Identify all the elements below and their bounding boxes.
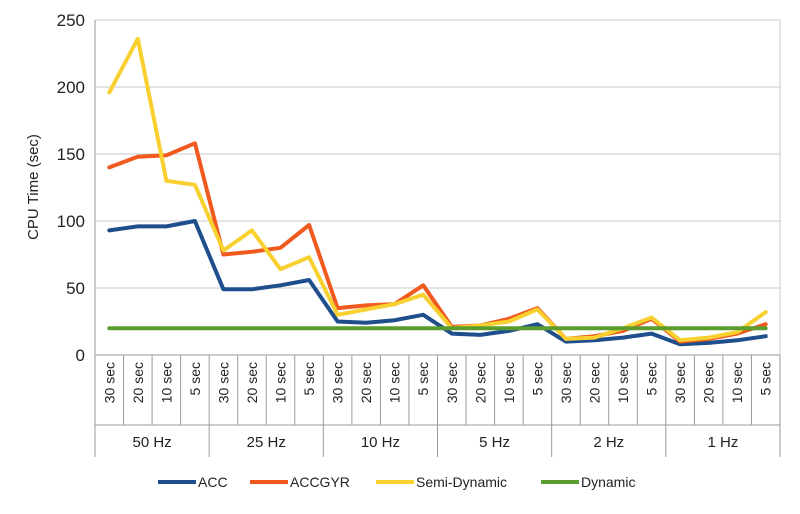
- x-tick-label: 30 sec: [558, 362, 574, 403]
- axes: [94, 20, 781, 457]
- x-tick-label: 10 sec: [615, 362, 631, 403]
- x-tick-label: 30 sec: [444, 362, 460, 403]
- series-lines: [107, 36, 768, 347]
- x-tick-label: 20 sec: [586, 362, 602, 403]
- y-axis-label: CPU Time (sec): [25, 134, 42, 240]
- x-tick-label: 30 sec: [101, 362, 117, 403]
- group-label: 5 Hz: [479, 434, 510, 451]
- y-tick-label: 200: [57, 78, 85, 97]
- x-tick-label: 5 sec: [301, 362, 317, 395]
- y-tick-label: 0: [76, 346, 85, 365]
- x-tick-label: 30 sec: [215, 362, 231, 403]
- x-tick-label: 10 sec: [273, 362, 289, 403]
- x-tick-label: 10 sec: [387, 362, 403, 403]
- y-tick-label: 150: [57, 145, 85, 164]
- group-label: 25 Hz: [247, 434, 286, 451]
- x-tick-label: 5 sec: [529, 362, 545, 395]
- x-tick-label: 5 sec: [758, 362, 774, 395]
- x-tick-label: 10 sec: [729, 362, 745, 403]
- x-tick-label: 5 sec: [644, 362, 660, 395]
- y-tick-label: 50: [66, 279, 85, 298]
- legend: ACC ACCGYR Semi-Dynamic Dynamic: [158, 474, 635, 490]
- series-line: [107, 36, 768, 343]
- x-tick-label: 10 sec: [501, 362, 517, 403]
- legend-label: Semi-Dynamic: [416, 474, 507, 490]
- group-label: 10 Hz: [361, 434, 400, 451]
- tick-labels: 0 50 100 150 200 250 30 sec 20 sec 10 sec 5 sec 30…: [57, 11, 774, 451]
- x-tick-label: 20 sec: [358, 362, 374, 403]
- group-label: 50 Hz: [132, 434, 171, 451]
- x-tick-label: 20 sec: [472, 362, 488, 403]
- x-tick-label: 5 sec: [187, 362, 203, 395]
- y-tick-label: 100: [57, 212, 85, 231]
- x-tick-label: 30 sec: [672, 362, 688, 403]
- x-tick-label: 20 sec: [130, 362, 146, 403]
- x-tick-label: 5 sec: [415, 362, 431, 395]
- x-tick-label: 20 sec: [701, 362, 717, 403]
- x-tick-label: 10 sec: [158, 362, 174, 403]
- series-line: [107, 219, 768, 347]
- group-label: 2 Hz: [593, 434, 624, 451]
- legend-label: ACC: [198, 474, 228, 490]
- group-label: 1 Hz: [707, 434, 738, 451]
- legend-label: Dynamic: [581, 474, 635, 490]
- legend-label: ACCGYR: [290, 474, 350, 490]
- x-tick-label: 20 sec: [244, 362, 260, 403]
- x-tick-label: 30 sec: [330, 362, 346, 403]
- y-tick-label: 250: [57, 11, 85, 30]
